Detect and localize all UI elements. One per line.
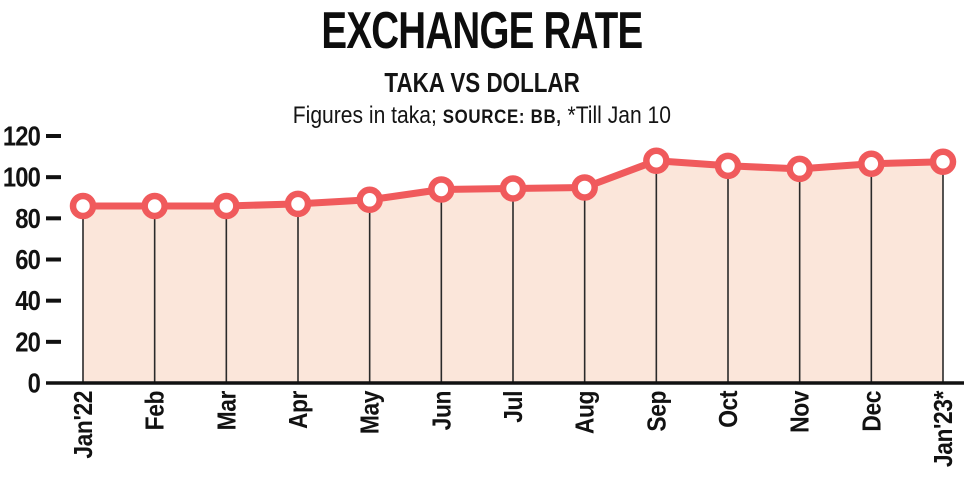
x-axis-label-group: Oct bbox=[715, 391, 744, 428]
x-axis-label-group: Apr bbox=[285, 390, 314, 429]
x-axis-label: Jan'23* bbox=[930, 390, 959, 467]
x-axis-label: Apr bbox=[285, 390, 314, 429]
y-axis-label-group: 60 bbox=[15, 243, 41, 275]
chart-title-text: EXCHANGE RATE bbox=[321, 2, 643, 60]
x-axis-label-group: Jan'23* bbox=[930, 390, 959, 467]
x-axis-label-group: Mar bbox=[213, 390, 242, 430]
chart-header: EXCHANGE RATE TAKA VS DOLLAR Figures in … bbox=[0, 0, 964, 132]
y-axis-label: 80 bbox=[15, 202, 40, 234]
chart-note: Figures in taka; SOURCE: BB, *Till Jan 1… bbox=[0, 103, 964, 132]
data-point-marker bbox=[284, 190, 312, 218]
x-axis-label: Oct bbox=[715, 391, 744, 428]
chart-note-text: Figures in taka; SOURCE: BB, *Till Jan 1… bbox=[293, 103, 671, 130]
x-axis-label: Sep bbox=[643, 391, 672, 432]
data-point-marker bbox=[858, 150, 885, 178]
x-axis-label-group: May bbox=[356, 390, 385, 434]
y-axis-label: 100 bbox=[3, 161, 41, 193]
y-axis-label-group: 80 bbox=[15, 202, 41, 234]
y-axis-label-group: 20 bbox=[15, 325, 41, 357]
x-axis-label-group: Jul bbox=[500, 391, 529, 423]
x-axis-label-group: Nov bbox=[786, 390, 815, 433]
data-point-marker bbox=[69, 192, 97, 220]
x-axis-label: Feb bbox=[141, 391, 170, 430]
x-axis-label: Mar bbox=[213, 390, 242, 430]
x-axis-label-group: Dec bbox=[858, 391, 887, 432]
chart-title: EXCHANGE RATE bbox=[0, 2, 964, 69]
y-axis-label: 20 bbox=[15, 325, 40, 357]
data-point-marker bbox=[786, 155, 813, 183]
y-axis-label-group: 0 bbox=[28, 367, 42, 399]
data-point-marker bbox=[141, 192, 168, 220]
y-axis-label: 40 bbox=[15, 284, 40, 316]
x-axis-label: May bbox=[356, 390, 385, 434]
chart-subtitle: TAKA VS DOLLAR bbox=[0, 67, 964, 101]
data-point-marker bbox=[428, 176, 455, 203]
x-axis-label-group: Jun bbox=[428, 391, 457, 430]
x-axis-label: Jan'22 bbox=[70, 391, 99, 459]
x-axis-label-group: Jan'22 bbox=[70, 391, 99, 459]
data-point-marker bbox=[714, 152, 742, 180]
data-point-marker bbox=[499, 175, 527, 202]
x-axis-label: Aug bbox=[571, 391, 600, 434]
note-units-text: Figures in taka; bbox=[292, 102, 443, 129]
data-point-marker bbox=[571, 174, 598, 201]
note-footnote-text: *Till Jan 10 bbox=[561, 102, 672, 129]
y-axis-label-group: 40 bbox=[15, 284, 41, 316]
y-axis-label: 0 bbox=[28, 367, 41, 399]
data-point-marker bbox=[643, 147, 670, 174]
x-axis-label: Dec bbox=[858, 391, 887, 432]
y-axis-label: 60 bbox=[15, 243, 40, 275]
y-axis-label-group: 120 bbox=[3, 120, 41, 152]
y-axis-label: 120 bbox=[3, 120, 41, 152]
data-point-marker bbox=[929, 148, 957, 175]
x-axis-label: Jun bbox=[428, 391, 457, 430]
chart-subtitle-text: TAKA VS DOLLAR bbox=[384, 67, 580, 98]
source-label: SOURCE: BB, bbox=[442, 106, 562, 128]
x-axis-label-group: Aug bbox=[571, 391, 600, 434]
data-point-marker bbox=[213, 192, 240, 220]
x-axis-label: Jul bbox=[500, 391, 529, 423]
x-axis-label: Nov bbox=[786, 390, 815, 433]
x-axis-label-group: Feb bbox=[141, 391, 170, 430]
y-axis-label-group: 100 bbox=[3, 161, 41, 193]
x-axis-label-group: Sep bbox=[643, 391, 672, 432]
data-point-marker bbox=[356, 186, 383, 214]
